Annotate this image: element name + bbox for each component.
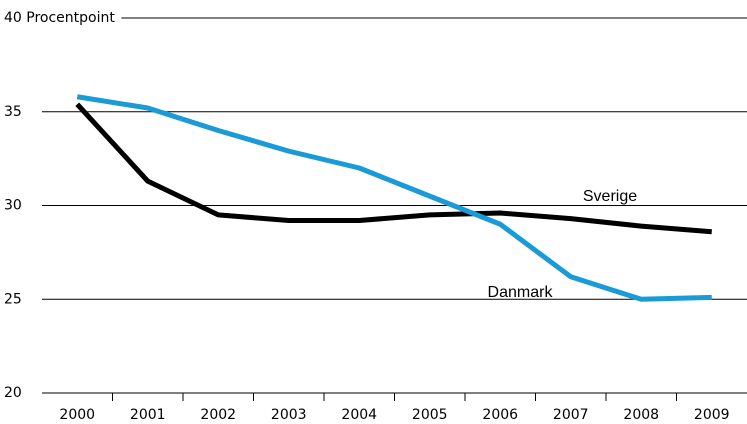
y-tick-label: 20	[4, 385, 22, 401]
x-tick-label: 2009	[694, 407, 730, 423]
y-tick-label: 30	[4, 198, 22, 214]
series-line	[76, 94, 712, 302]
series-line	[75, 102, 712, 235]
y-tick-label: 35	[4, 104, 22, 120]
series-label: Sverige	[583, 188, 637, 205]
x-tick-label: 2005	[412, 407, 448, 423]
x-tick-label: 2004	[341, 407, 377, 423]
y-tick-label: 40 Procentpoint	[4, 10, 115, 26]
series-label: Danmark	[488, 284, 554, 301]
x-tick-label: 2006	[482, 407, 518, 423]
x-tick-label: 2008	[623, 407, 659, 423]
x-tick-label: 2000	[59, 407, 95, 423]
x-tick-label: 2003	[271, 407, 307, 423]
x-tick-label: 2007	[553, 407, 589, 423]
x-tick-label: 2001	[130, 407, 166, 423]
y-tick-label: 25	[4, 291, 22, 307]
x-tick-label: 2002	[200, 407, 236, 423]
